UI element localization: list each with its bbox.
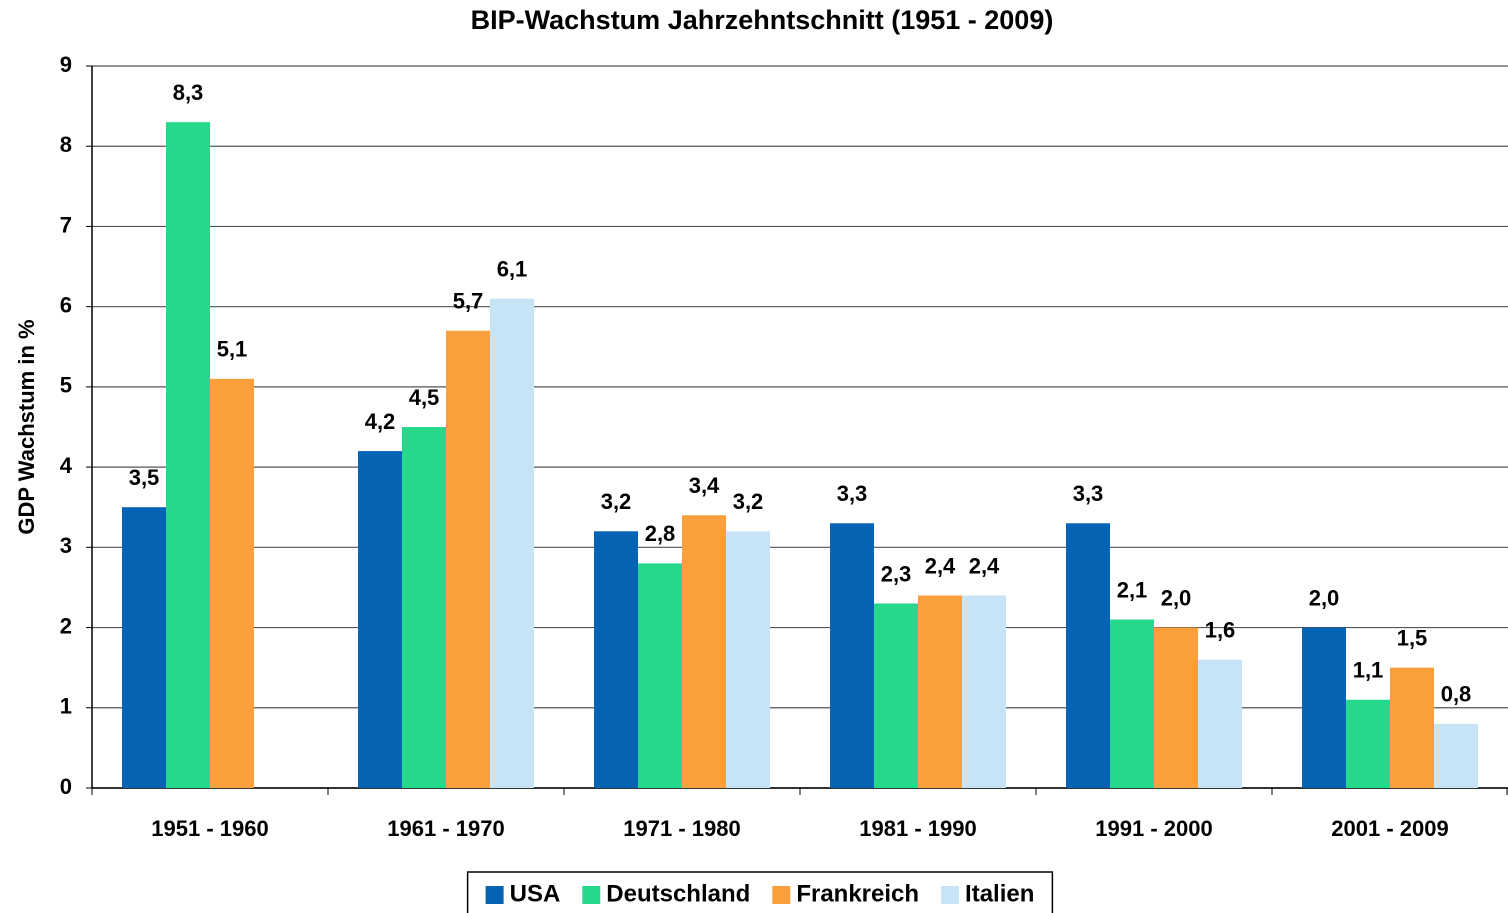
bar xyxy=(1066,523,1110,788)
x-tick-label: 2001 - 2009 xyxy=(1331,816,1448,841)
value-label: 0,8 xyxy=(1441,682,1472,707)
legend-label: Frankreich xyxy=(796,880,919,907)
bar xyxy=(358,451,402,788)
bar xyxy=(726,531,770,788)
value-label: 4,2 xyxy=(365,409,396,434)
value-label: 6,1 xyxy=(497,256,528,281)
value-label: 8,3 xyxy=(173,80,204,105)
value-label: 1,6 xyxy=(1205,617,1236,642)
x-tick-label: 1981 - 1990 xyxy=(859,816,976,841)
bar xyxy=(446,330,490,788)
legend-label: Deutschland xyxy=(606,880,750,907)
bar xyxy=(1302,627,1346,788)
value-label: 1,5 xyxy=(1397,625,1428,650)
value-label: 2,8 xyxy=(645,521,676,546)
y-tick-label: 5 xyxy=(60,373,72,398)
value-label: 3,5 xyxy=(129,465,160,490)
legend-label: Italien xyxy=(965,880,1034,907)
bar xyxy=(682,515,726,788)
bar xyxy=(1434,723,1478,788)
y-tick-label: 9 xyxy=(60,52,72,77)
bar xyxy=(210,378,254,788)
bar xyxy=(166,122,210,788)
value-label: 2,0 xyxy=(1309,585,1340,610)
value-label: 2,0 xyxy=(1161,585,1192,610)
y-tick-label: 8 xyxy=(60,132,72,157)
y-tick-label: 1 xyxy=(60,694,72,719)
value-label: 5,7 xyxy=(453,289,484,314)
y-tick-label: 2 xyxy=(60,613,72,638)
x-tick-label: 1951 - 1960 xyxy=(151,816,268,841)
bar xyxy=(1198,659,1242,788)
bar xyxy=(1110,619,1154,788)
bar xyxy=(918,595,962,788)
bar xyxy=(1390,667,1434,788)
bar xyxy=(1154,627,1198,788)
bar xyxy=(874,603,918,788)
value-label: 5,1 xyxy=(217,337,248,362)
value-label: 3,4 xyxy=(689,473,720,498)
bar xyxy=(830,523,874,788)
bar xyxy=(962,595,1006,788)
value-label: 2,4 xyxy=(925,553,956,578)
y-axis-label: GDP Wachstum in % xyxy=(14,319,39,534)
x-tick-label: 1971 - 1980 xyxy=(623,816,740,841)
value-label: 2,1 xyxy=(1117,577,1148,602)
bar xyxy=(402,427,446,788)
y-tick-label: 4 xyxy=(60,453,73,478)
legend: USA Deutschland Frankreich Italien xyxy=(466,871,1054,913)
value-label: 2,3 xyxy=(881,561,912,586)
value-label: 3,3 xyxy=(837,481,868,506)
value-label: 3,3 xyxy=(1073,481,1104,506)
value-label: 1,1 xyxy=(1353,658,1384,683)
bar xyxy=(1346,699,1390,788)
value-label: 3,2 xyxy=(733,489,764,514)
x-tick-label: 1961 - 1970 xyxy=(387,816,504,841)
value-label: 2,4 xyxy=(969,553,1000,578)
bar xyxy=(594,531,638,788)
legend-swatch xyxy=(941,886,960,904)
y-tick-label: 7 xyxy=(60,212,72,237)
bar xyxy=(122,507,166,788)
legend-swatch xyxy=(772,886,791,904)
legend-label: USA xyxy=(510,880,561,907)
chart-title: BIP-Wachstum Jahrzehntschnitt (1951 - 20… xyxy=(471,5,1054,35)
x-tick-label: 1991 - 2000 xyxy=(1095,816,1212,841)
value-label: 4,5 xyxy=(409,385,440,410)
value-label: 3,2 xyxy=(601,489,632,514)
y-tick-label: 3 xyxy=(60,533,72,558)
y-tick-label: 6 xyxy=(60,292,72,317)
legend-swatch xyxy=(485,886,504,904)
bar xyxy=(490,298,534,788)
bar xyxy=(638,563,682,788)
legend-swatch xyxy=(582,886,601,904)
y-tick-label: 0 xyxy=(60,774,72,799)
